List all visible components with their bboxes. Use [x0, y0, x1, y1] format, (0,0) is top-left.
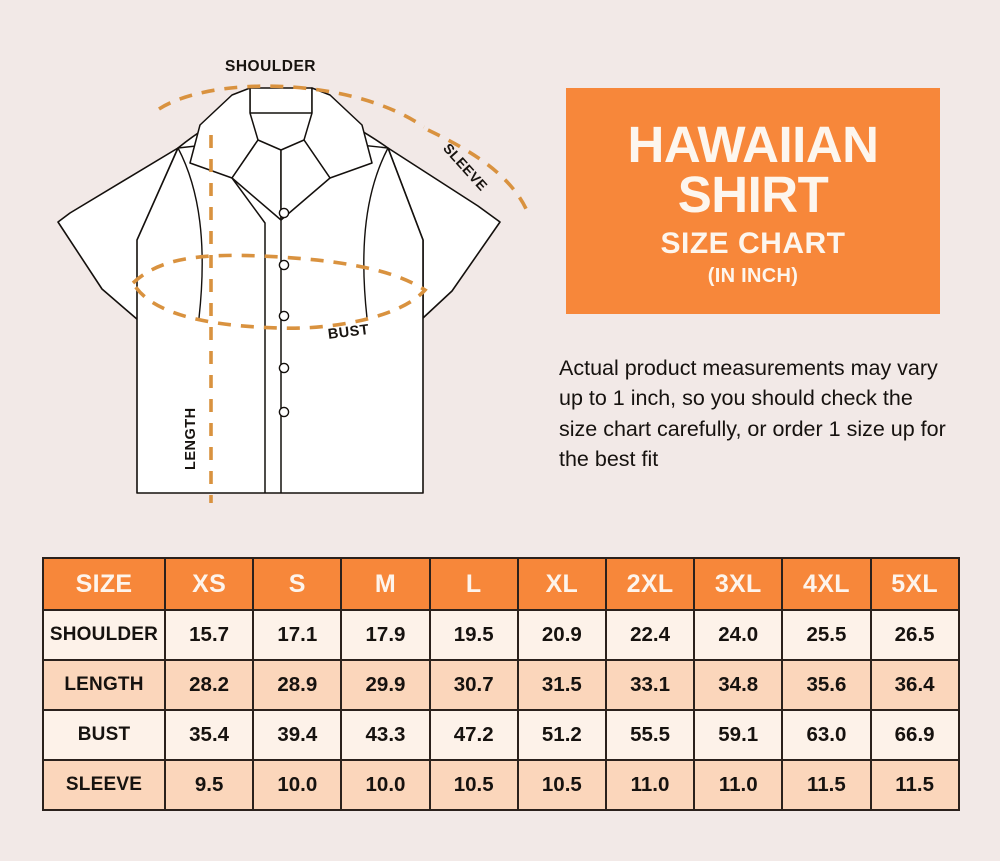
cell-bust-5xl: 66.9 [869, 709, 960, 761]
row-label-length: LENGTH [42, 659, 166, 711]
cell-length-s: 28.9 [252, 659, 343, 711]
cell-bust-xl: 51.2 [516, 709, 607, 761]
cell-shoulder-l: 19.5 [428, 609, 519, 661]
shirt-diagram: SHOULDER SLEEVE BUST LENGTH [0, 0, 560, 540]
shirt-illustration [57, 84, 530, 503]
cell-sleeve-l: 10.5 [428, 759, 519, 811]
cell-sleeve-3xl: 11.0 [693, 759, 784, 811]
cell-length-l: 30.7 [428, 659, 519, 711]
cell-shoulder-2xl: 22.4 [604, 609, 696, 661]
button-icon [278, 207, 290, 219]
collar-stand-icon [249, 87, 313, 114]
cell-shoulder-m: 17.9 [340, 609, 431, 661]
shoulder-measure-label: SHOULDER [225, 58, 316, 75]
column-header-size: SIZE [42, 557, 166, 611]
cell-bust-s: 39.4 [252, 709, 343, 761]
button-icon [278, 259, 290, 271]
cell-bust-2xl: 55.5 [604, 709, 696, 761]
cell-shoulder-s: 17.1 [252, 609, 343, 661]
title-shirt: SHIRT [677, 166, 829, 224]
size-chart-table: SIZE XS S M L XL 2XL 3XL 4XL 5XL SHOULDE… [42, 557, 960, 811]
cell-length-2xl: 33.1 [604, 659, 696, 711]
column-header-l: L [428, 557, 519, 611]
cell-length-3xl: 34.8 [693, 659, 784, 711]
shoulder-guide-dashed-icon [158, 84, 426, 129]
row-label-shoulder: SHOULDER [42, 609, 166, 661]
length-measure-label: LENGTH [183, 407, 199, 470]
column-header-5xl: 5XL [869, 557, 960, 611]
cell-sleeve-xl: 10.5 [516, 759, 607, 811]
cell-length-4xl: 35.6 [781, 659, 872, 711]
cell-length-m: 29.9 [340, 659, 431, 711]
sleeve-guide-dashed-icon [427, 128, 530, 214]
row-label-bust: BUST [42, 709, 166, 761]
cell-bust-xs: 35.4 [163, 709, 255, 761]
left-placket-icon [231, 177, 266, 493]
cell-length-5xl: 36.4 [869, 659, 960, 711]
cell-sleeve-xs: 9.5 [163, 759, 255, 811]
cell-length-xs: 28.2 [163, 659, 255, 711]
title-hawaiian: HAWAIIAN [627, 115, 880, 173]
button-icon [278, 406, 290, 418]
table-row: LENGTH 28.2 28.9 29.9 30.7 31.5 33.1 34.… [42, 659, 960, 711]
column-header-3xl: 3XL [693, 557, 784, 611]
cell-shoulder-3xl: 24.0 [693, 609, 784, 661]
cell-shoulder-5xl: 26.5 [869, 609, 960, 661]
column-header-s: S [252, 557, 343, 611]
cell-shoulder-4xl: 25.5 [781, 609, 872, 661]
cell-sleeve-s: 10.0 [252, 759, 343, 811]
cell-sleeve-2xl: 11.0 [604, 759, 696, 811]
cell-bust-3xl: 59.1 [693, 709, 784, 761]
button-icon [278, 362, 290, 374]
title-card: HAWAIIAN SHIRT SIZE CHART (IN INCH) [566, 88, 940, 314]
cell-shoulder-xl: 20.9 [516, 609, 607, 661]
table-row: BUST 35.4 39.4 43.3 47.2 51.2 55.5 59.1 … [42, 709, 960, 761]
column-header-m: M [340, 557, 431, 611]
title-size-chart: SIZE CHART [660, 227, 846, 261]
cell-bust-l: 47.2 [428, 709, 519, 761]
cell-sleeve-4xl: 11.5 [781, 759, 872, 811]
cell-length-xl: 31.5 [516, 659, 607, 711]
cell-sleeve-5xl: 11.5 [869, 759, 960, 811]
button-icon [278, 310, 290, 322]
left-armhole-seam-icon [177, 147, 203, 319]
cell-bust-4xl: 63.0 [781, 709, 872, 761]
measurement-disclaimer: Actual product measurements may vary up … [559, 355, 946, 472]
row-label-sleeve: SLEEVE [42, 759, 166, 811]
table-header-row: SIZE XS S M L XL 2XL 3XL 4XL 5XL [42, 557, 960, 611]
cell-bust-m: 43.3 [340, 709, 431, 761]
table-row: SLEEVE 9.5 10.0 10.0 10.5 10.5 11.0 11.0… [42, 759, 960, 811]
column-header-xl: XL [516, 557, 607, 611]
column-header-xs: XS [163, 557, 255, 611]
cell-sleeve-m: 10.0 [340, 759, 431, 811]
bust-guide-dashed-icon [130, 253, 428, 331]
table-row: SHOULDER 15.7 17.1 17.9 19.5 20.9 22.4 2… [42, 609, 960, 661]
column-header-2xl: 2XL [604, 557, 696, 611]
column-header-4xl: 4XL [781, 557, 872, 611]
title-unit: (IN INCH) [707, 265, 799, 288]
right-armhole-seam-icon [363, 147, 389, 319]
cell-shoulder-xs: 15.7 [163, 609, 255, 661]
